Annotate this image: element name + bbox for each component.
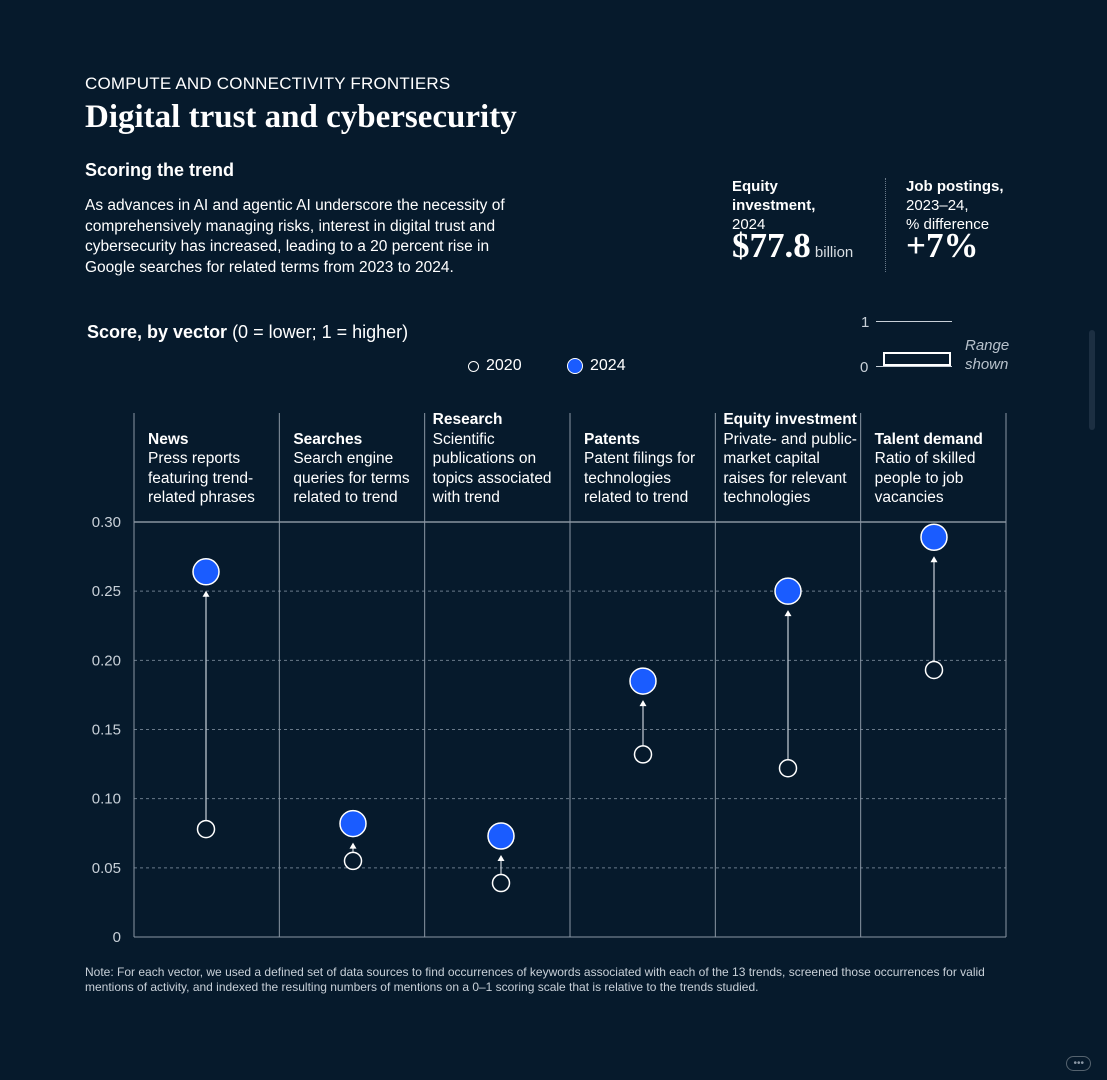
vector-name: Equity investment bbox=[723, 411, 857, 428]
range-key-top-label: 1 bbox=[861, 314, 870, 331]
vector-description-line: raises for relevant bbox=[723, 469, 847, 487]
range-key-bottom-label: 0 bbox=[860, 359, 869, 376]
vector-description-line: related phrases bbox=[148, 489, 255, 506]
equity-unit: billion bbox=[814, 244, 854, 261]
y-tick-label: 0.10 bbox=[92, 791, 121, 808]
y-tick-label: 0 bbox=[113, 929, 121, 946]
range-key-bottom-line bbox=[876, 366, 952, 367]
range-key-shown-2: shown bbox=[965, 356, 1009, 373]
vector-description-line: technologies bbox=[584, 469, 672, 487]
equity-label-1: Equity bbox=[732, 178, 778, 195]
vector-header: Research Scientific publications on topics … bbox=[433, 410, 552, 508]
legend-2024: 2024 bbox=[567, 357, 626, 375]
vector-description-line: publications on bbox=[432, 450, 537, 467]
vector-description-line: vacancies bbox=[874, 489, 944, 506]
page-title: Digital trust and cybersecurity bbox=[85, 99, 517, 135]
chart-title-bold: Score, by vector bbox=[87, 322, 228, 342]
point-2024 bbox=[487, 822, 515, 850]
jobs-stat: Job postings, 2023–24, % difference +7% bbox=[906, 177, 1004, 265]
point-2020 bbox=[924, 660, 944, 680]
arrowhead bbox=[497, 855, 505, 862]
point-2024 bbox=[920, 523, 948, 551]
range-key-shown: Range shown bbox=[965, 336, 1009, 374]
vector-description-line: with trend bbox=[432, 489, 500, 506]
footnote: Note: For each vector, we used a defined… bbox=[85, 965, 985, 994]
vector-name: Talent demand bbox=[874, 430, 983, 448]
vector-description-line: Scientific bbox=[432, 430, 495, 448]
scrollbar[interactable] bbox=[1089, 330, 1095, 430]
vector-header: Patents Patent filings for technologies rel… bbox=[584, 430, 695, 508]
range-key-shown-1: Range bbox=[965, 337, 1010, 354]
jobs-label-2: 2023–24, bbox=[906, 197, 969, 214]
vector-description-line: Patent filings for bbox=[584, 450, 696, 467]
vector-description-line: Search engine bbox=[293, 450, 394, 467]
range-key: 1 0 Range shown bbox=[855, 312, 1025, 377]
y-tick-label: 0.05 bbox=[92, 860, 121, 877]
legend-2024-label: 2024 bbox=[590, 357, 626, 374]
equity-value: $77.8 bbox=[732, 226, 811, 265]
point-2020 bbox=[196, 819, 216, 839]
vector-description-line: people to job bbox=[874, 469, 964, 487]
legend-open-marker bbox=[468, 360, 479, 372]
range-key-top-line bbox=[876, 321, 952, 322]
point-2020 bbox=[633, 745, 653, 764]
vector-description-line: queries for terms bbox=[293, 469, 410, 487]
arrowhead bbox=[202, 590, 210, 597]
point-2020 bbox=[343, 851, 363, 871]
equity-label-2: investment, bbox=[732, 197, 816, 214]
vector-description-line: featuring trend- bbox=[148, 469, 254, 487]
arrowhead bbox=[639, 700, 647, 707]
jobs-value: +7% bbox=[906, 226, 979, 265]
vector-description-line: Ratio of skilled bbox=[874, 450, 976, 467]
eyebrow: COMPUTE AND CONNECTIVITY FRONTIERS bbox=[85, 74, 451, 93]
chart-title-rest: (0 = lower; 1 = higher) bbox=[227, 322, 409, 342]
vector-header: Searches Search engine queries for terms re… bbox=[293, 430, 409, 508]
arrowhead bbox=[784, 610, 792, 617]
watermark: ••• bbox=[1066, 1056, 1091, 1071]
range-key-box bbox=[883, 352, 951, 366]
equity-stat: Equity investment, 2024 $77.8 billion bbox=[732, 177, 854, 265]
vector-description-line: Private- and public- bbox=[723, 430, 857, 448]
vector-description-line: Press reports bbox=[148, 450, 241, 467]
vector-description-line: market capital bbox=[723, 450, 820, 467]
vector-name: News bbox=[148, 430, 189, 448]
y-tick-label: 0.25 bbox=[92, 583, 121, 600]
vector-description-line: topics associated bbox=[432, 469, 552, 487]
vector-description-line: related to trend bbox=[293, 489, 398, 506]
y-tick-label: 0.20 bbox=[92, 652, 121, 669]
intro-paragraph: As advances in AI and agentic AI undersc… bbox=[85, 197, 505, 276]
legend-2020: 2020 bbox=[468, 357, 522, 375]
stat-divider bbox=[885, 178, 886, 272]
vector-name: Searches bbox=[293, 430, 363, 448]
vector-header: News Press reports featuring trend-related… bbox=[148, 430, 255, 508]
point-2024 bbox=[339, 809, 367, 838]
equity-label-3: 2024 bbox=[732, 216, 766, 233]
arrowhead bbox=[930, 556, 938, 563]
vector-name: Patents bbox=[584, 430, 640, 448]
arrowhead bbox=[349, 842, 357, 849]
legend-2020-label: 2020 bbox=[486, 357, 522, 374]
vector-header: Equity investment Private- and public-mar… bbox=[723, 410, 857, 508]
point-2024 bbox=[192, 558, 220, 586]
vector-description-line: technologies bbox=[723, 489, 811, 506]
vector-description-line: related to trend bbox=[584, 489, 689, 506]
section-subhead: Scoring the trend bbox=[85, 160, 235, 180]
chart-title: Score, by vector (0 = lower; 1 = higher) bbox=[87, 322, 408, 343]
point-2020 bbox=[491, 873, 511, 893]
jobs-label-1: Job postings, bbox=[906, 178, 1004, 195]
legend-filled-marker bbox=[567, 358, 583, 374]
point-2024 bbox=[629, 667, 657, 695]
vector-header: Talent demand Ratio of skilled people to j… bbox=[875, 430, 983, 508]
y-tick-label: 0.30 bbox=[92, 514, 121, 531]
jobs-label-3: % difference bbox=[906, 216, 990, 233]
point-2024 bbox=[774, 577, 802, 605]
y-tick-label: 0.15 bbox=[92, 722, 121, 739]
vector-name: Research bbox=[432, 411, 503, 428]
point-2020 bbox=[778, 758, 798, 778]
